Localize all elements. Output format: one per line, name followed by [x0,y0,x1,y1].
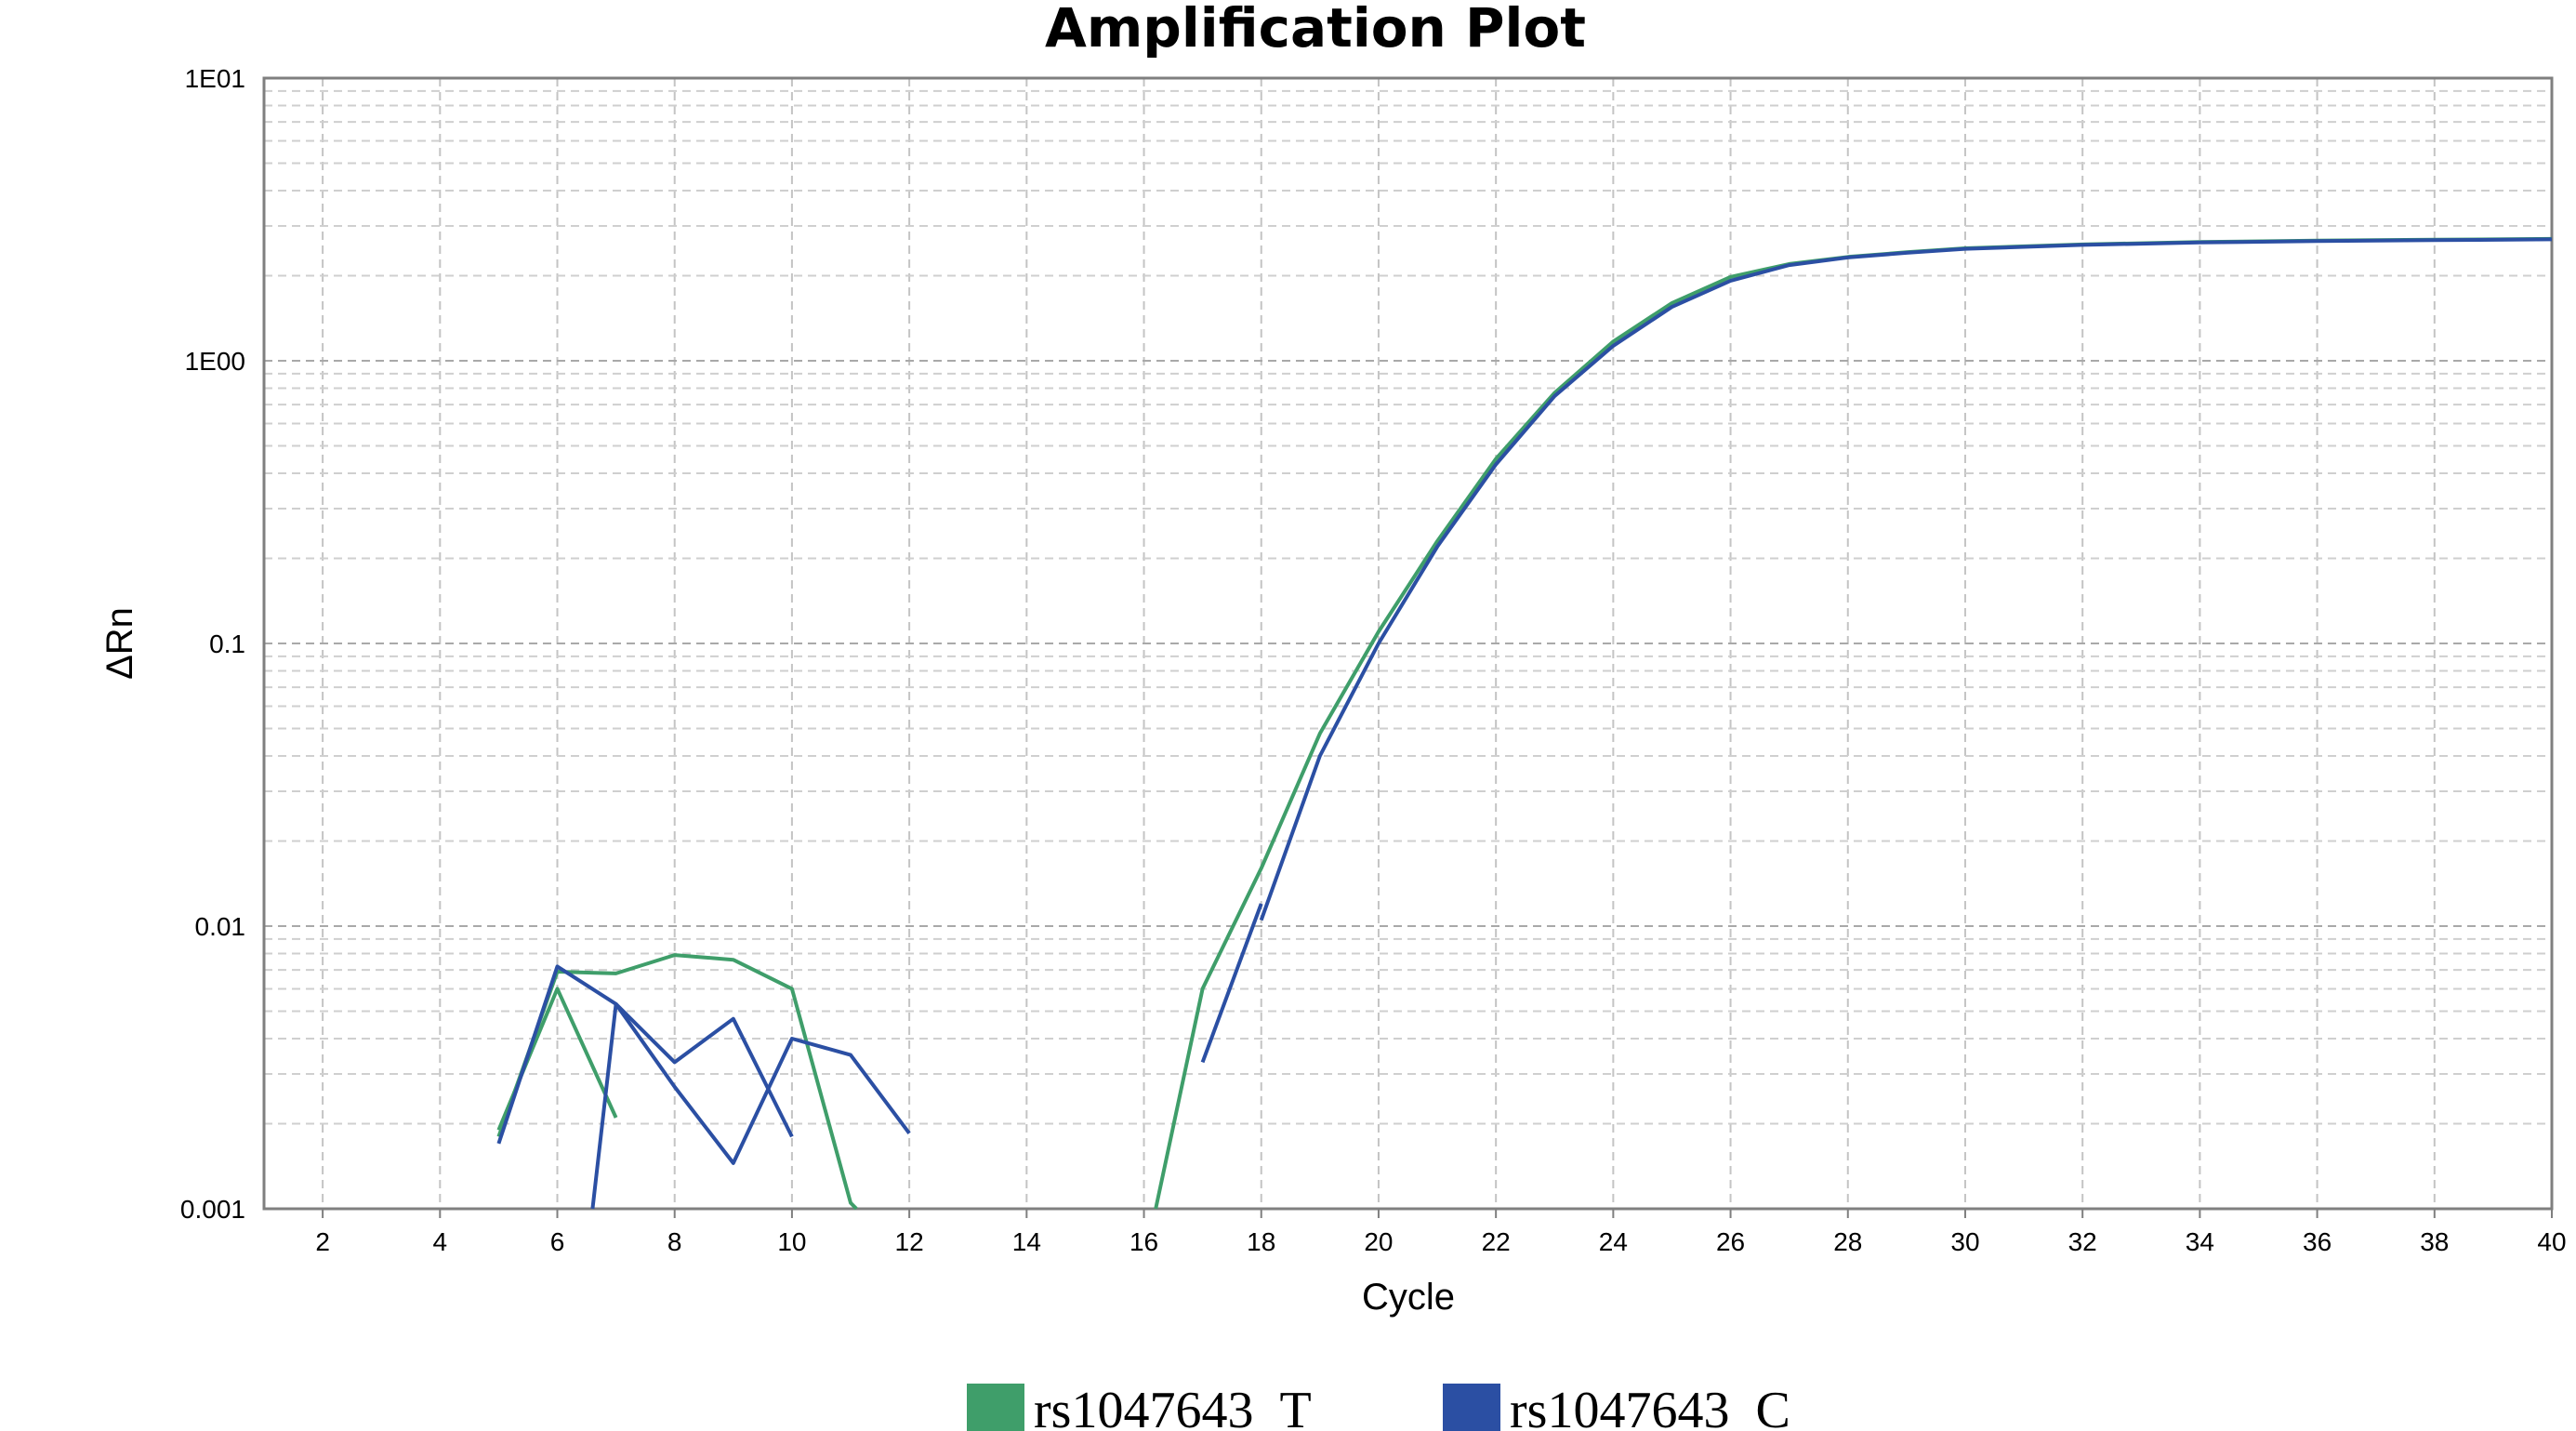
x-tick-label: 16 [1129,1227,1158,1256]
series-line [496,953,858,1211]
x-tick-label: 28 [1833,1227,1862,1256]
x-axis-label: Cycle [1362,1277,1455,1318]
series-line [1200,903,1263,1064]
x-tick-label: 22 [1482,1227,1511,1256]
y-axis-label: ΔRn [99,607,140,680]
x-tick-label: 14 [1012,1227,1041,1256]
series-lines [496,236,2553,1211]
x-tick-label: 38 [2420,1227,2449,1256]
x-tick-label: 34 [2186,1227,2214,1256]
x-tick-label: 18 [1247,1227,1275,1256]
series-line [496,964,911,1165]
x-tick-label: 8 [667,1227,682,1256]
y-tick-label: 1E00 [185,347,245,376]
series-line [590,1001,794,1210]
legend-item: rs1047643_T [967,1382,1312,1431]
chart-title: Amplification Plot [1045,0,1586,60]
x-tick-label: 4 [433,1227,448,1256]
series-line [1259,237,2553,921]
x-tick-label: 26 [1716,1227,1745,1256]
legend-label: rs1047643_C [1510,1382,1790,1431]
legend-item: rs1047643_C [1443,1382,1790,1431]
x-tick-label: 2 [315,1227,330,1256]
x-tick-label: 30 [1950,1227,1979,1256]
x-axis-ticks: 2 4 6 8 10 12 14 16 18 20 22 24 26 28 30 32 34 36 38 40 [315,1209,2567,1256]
legend-swatch [967,1384,1024,1431]
plot-frame [262,76,2554,1211]
grid [264,78,2553,1209]
y-tick-label: 0.001 [180,1195,245,1224]
legend-swatch [1443,1384,1500,1431]
series-line [1154,236,2553,1210]
series-rs1047643_C [496,237,2553,1210]
legend-label: rs1047643_T [1034,1382,1312,1431]
x-tick-label: 32 [2068,1227,2097,1256]
x-tick-label: 36 [2303,1227,2332,1256]
x-tick-label: 6 [550,1227,565,1256]
x-tick-label: 20 [1364,1227,1393,1256]
y-tick-label: 0.1 [209,629,245,658]
legend: rs1047643_T rs1047643_C [967,1382,1790,1431]
y-tick-label: 1E01 [185,64,245,93]
y-axis-ticks: 0.001 0.01 0.1 1E00 1E01 [180,64,245,1224]
x-tick-label: 24 [1599,1227,1628,1256]
x-tick-label: 40 [2537,1227,2566,1256]
x-tick-label: 10 [777,1227,806,1256]
series-rs1047643_T [496,236,2553,1211]
x-tick-label: 12 [895,1227,924,1256]
y-tick-label: 0.01 [195,912,246,941]
